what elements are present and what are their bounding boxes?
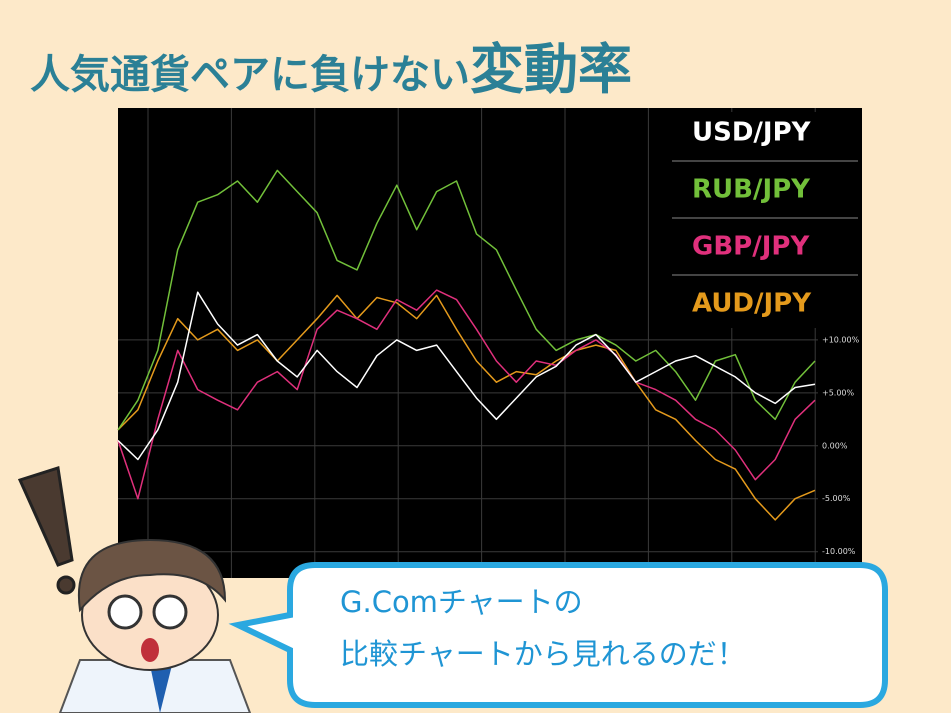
glasses-left [107,594,143,630]
mouth [141,638,159,662]
exclamation [17,466,74,567]
character [17,466,252,713]
title-main: 人気通貨ペアに負けない変動率 [30,38,632,101]
legend-label: USD/JPY [692,118,812,148]
legend-label: GBP/JPY [692,232,810,262]
speech-line: G.Comチャートの [340,585,583,619]
glasses-right [152,594,188,630]
legend-label: RUB/JPY [692,175,811,205]
title-main-text: 人気通貨ペアに負けない [30,52,470,98]
legend-box [668,112,858,328]
y-tick-label: -5.00% [822,494,851,503]
series-line [117,294,816,521]
legend-label: AUD/JPY [692,289,812,319]
plot [117,169,816,521]
tie [150,665,172,713]
speech-line: 比較チャートから見れるのだ！ [340,637,746,671]
series-line [117,169,816,431]
exclamation-dot [56,575,76,595]
y-tick-label: 0.00% [822,441,848,450]
legend: USD/JPY RUB/JPY GBP/JPY AUD/JPY [672,118,858,319]
y-tick-label: +10.00% [822,335,860,344]
hair [77,538,227,613]
speech-bubble [228,562,888,708]
y-tick-label: +5.00% [822,388,855,397]
series-line [117,289,816,500]
series-line [117,291,816,461]
y-tick-label: -10.00% [822,547,856,556]
title-emphasis: 変動率 [470,38,632,101]
